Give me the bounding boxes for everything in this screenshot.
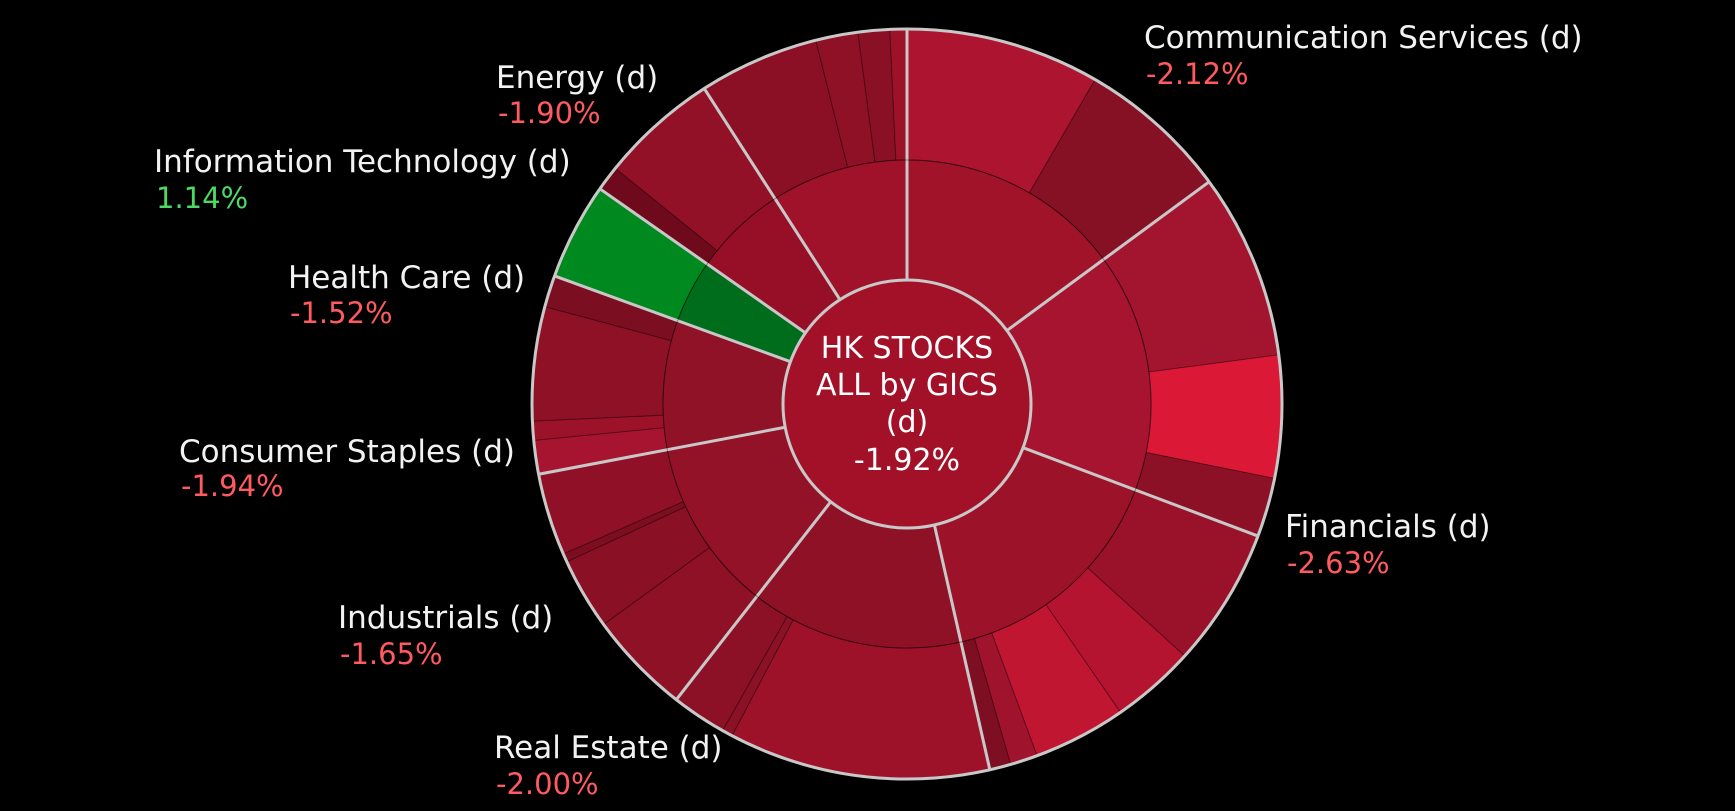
outer-border [530,27,1284,781]
sector-label-consumer-staples: Consumer Staples (d) [179,434,515,470]
sector-dividers [538,29,1259,771]
center-circle[interactable] [781,278,1033,530]
sector-label-communication-services: Communication Services (d) [1144,20,1583,56]
center-title-line-2: ALL by GICS [816,368,998,403]
center-change: -1.92% [854,443,960,478]
label-industrials: Industrials (d) -1.65% [338,600,553,671]
sector-change-communication-services: -2.12% [1146,57,1249,91]
label-consumer-staples: Consumer Staples (d) -1.94% [179,434,515,503]
label-real-estate: Real Estate (d) -2.00% [494,730,723,801]
sector-divider-information-technology [554,274,791,364]
sector-change-consumer-staples: -1.94% [181,469,284,503]
sector-change-industrials: -1.65% [340,637,443,671]
sector-label-industrials: Industrials (d) [338,600,553,636]
sector-divider-real-estate [1022,446,1259,538]
label-health-care: Health Care (d) -1.52% [288,260,525,330]
center-title-line-3: (d) [886,405,928,440]
sector-divider-other [702,87,842,301]
sector-change-real-estate: -2.00% [496,767,599,801]
sector-change-financials: -2.63% [1287,546,1390,580]
sector-label-health-care: Health Care (d) [288,260,525,296]
outer-ring [531,28,1283,780]
label-communication-services: Communication Services (d) -2.12% [1144,20,1583,91]
sector-label-information-technology: Information Technology (d) [154,144,571,180]
center-title-line-1: HK STOCKS [821,331,993,366]
sector-labels: Communication Services (d) -2.12% Financ… [154,20,1583,801]
sector-divider-energy [599,187,807,335]
sector-change-health-care: -1.52% [290,296,393,330]
sector-change-information-technology: 1.14% [156,181,248,215]
sector-change-energy: -1.90% [498,96,601,130]
sector-divider-health-care [538,425,786,476]
sector-divider-consumer-staples [675,500,832,701]
label-energy: Energy (d) -1.90% [496,60,658,130]
label-financials: Financials (d) -2.63% [1285,509,1491,580]
sector-divider-financials [1006,180,1211,332]
middle-ring-border [662,159,1152,649]
sector-divider-industrials [932,524,992,771]
sector-label-energy: Energy (d) [496,60,658,96]
sector-label-real-estate: Real Estate (d) [494,730,723,766]
sector-label-financials: Financials (d) [1285,509,1491,545]
label-information-technology: Information Technology (d) 1.14% [154,144,571,215]
